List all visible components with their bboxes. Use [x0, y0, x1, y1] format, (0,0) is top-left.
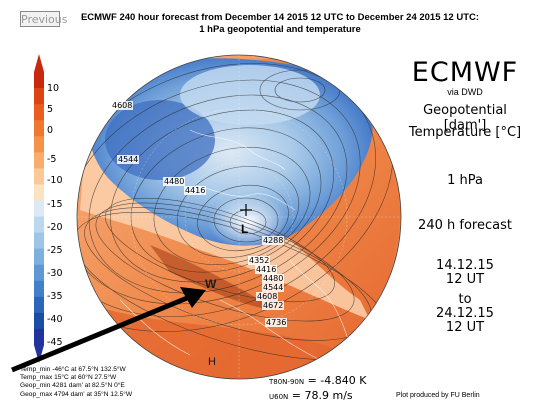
map-disk [77, 55, 401, 379]
annotation-arrow [11, 287, 206, 373]
chart-title: ECMWF 240 hour forecast from December 14… [80, 12, 480, 36]
colorbar-tick: 5 [47, 104, 54, 115]
colorbar-segment [34, 152, 44, 169]
contour-label: 4608 [256, 292, 279, 301]
title-line-2: 1 hPa geopotential and temperature [199, 24, 361, 35]
warm-marker: W [205, 277, 217, 291]
geopotential-label: Geopotential [dam'] [423, 103, 507, 133]
forecast-hours: 240 h forecast [418, 218, 512, 233]
low-pressure-marker: L [241, 222, 249, 236]
colorbar [34, 54, 44, 363]
stat-temp-min: Temp_min -46°C at 67.5°N 132.5°W [20, 366, 126, 373]
via-label: via DWD [447, 87, 483, 97]
start-time: 12 UT [445, 272, 485, 287]
temperature-label: Temperature [°C] [408, 125, 522, 140]
contour-label: 4480 [262, 274, 285, 283]
colorbar-tick: -5 [47, 154, 57, 165]
contour-label: 4736 [265, 318, 288, 327]
u-diagnostic-label: U60N [269, 393, 289, 401]
colorbar-segment [34, 328, 44, 346]
start-date: 14.12.15 [436, 258, 494, 273]
colorbar-segment [34, 136, 44, 153]
t-diagnostic-label: T80N-90N [269, 378, 305, 386]
contour-label: 4544 [117, 155, 140, 164]
stat-geop-min: Geop_min 4281 dam' at 82.5°N 0°E [20, 382, 125, 390]
colorbar-segment [34, 104, 44, 121]
credit-text: Plot produced by FU Berlin [396, 392, 480, 399]
colorbar-segment [34, 120, 44, 137]
contour-label: 4288 [262, 236, 285, 245]
colorbar-top-arrow [34, 54, 44, 72]
colorbar-segment [34, 168, 44, 185]
colorbar-segment [34, 232, 44, 250]
end-time: 12 UT [445, 320, 485, 335]
colorbar-segment [34, 184, 44, 201]
contour-label: 4544 [262, 283, 285, 292]
colorbar-tick: -30 [47, 268, 63, 279]
contour-label: 4416 [184, 186, 207, 195]
colorbar-segment [34, 72, 44, 89]
high-pressure-marker: H [208, 356, 216, 368]
title-line-1: ECMWF 240 hour forecast from December 14… [80, 12, 480, 23]
colorbar-tick: -20 [47, 222, 63, 233]
colorbar-segment [34, 216, 44, 234]
end-date: 24.12.15 [436, 306, 494, 321]
colorbar-tick: -10 [47, 175, 63, 186]
stat-temp-max: Temp_max 15°C at 60°N 27.5°W [20, 374, 117, 382]
stats-block: Temp_min -46°C at 67.5°N 132.5°W Temp_ma… [20, 366, 132, 399]
colorbar-segment [34, 296, 44, 314]
stat-geop-max: Geop_max 4794 dam' at 35°N 12.5°W [20, 390, 133, 398]
colorbar-segment [34, 200, 44, 218]
colorbar-tick: 10 [47, 83, 60, 94]
colorbar-segment [34, 88, 44, 105]
contour-label: 4608 [111, 101, 134, 110]
colorbar-tick: -40 [47, 314, 63, 325]
colorbar-tick: -35 [47, 291, 63, 302]
colorbar-tick: -25 [47, 245, 63, 256]
colorbar-segment [34, 312, 44, 330]
colorbar-segment [34, 248, 44, 266]
contour-label: 4672 [262, 301, 285, 310]
brand-label: ECMWF [411, 57, 519, 88]
contour-label: 4480 [163, 177, 186, 186]
colorbar-segment [34, 264, 44, 282]
colorbar-segment [34, 280, 44, 298]
contour-label: 4352 [248, 256, 271, 265]
colorbar-tick: -15 [47, 199, 63, 210]
t-diagnostic-value: = -4.840 K [307, 374, 367, 387]
colorbar-tick: 0 [47, 125, 54, 136]
previous-button[interactable]: Previous [20, 11, 68, 27]
diagnostics-block: T80N-90N = -4.840 K U60N = 78.9 m/s [269, 374, 366, 404]
pressure-level: 1 hPa [447, 173, 483, 188]
u-diagnostic-value: = 78.9 m/s [291, 389, 353, 402]
contour-label: 4416 [255, 265, 278, 274]
colorbar-bottom-arrow [34, 345, 44, 363]
colorbar-tick: -45 [47, 337, 63, 348]
to-label: to [458, 292, 472, 307]
